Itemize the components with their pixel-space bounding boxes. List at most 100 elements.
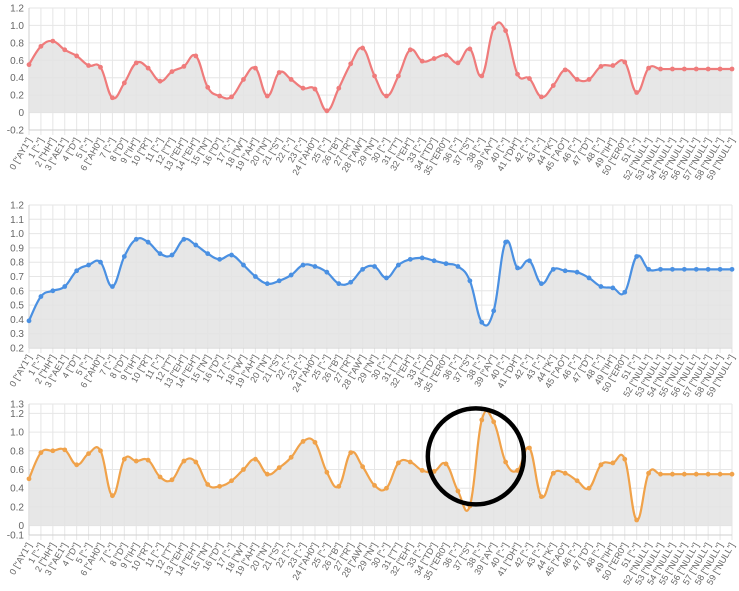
data-point	[646, 470, 651, 476]
data-point	[110, 284, 115, 289]
data-point	[157, 78, 163, 84]
data-point	[252, 65, 258, 71]
y-tick-label: 0.5	[10, 301, 24, 312]
data-point	[62, 284, 68, 289]
data-point	[252, 456, 258, 462]
data-point	[74, 268, 80, 274]
data-point	[562, 67, 568, 73]
data-point	[86, 63, 91, 68]
data-point	[241, 467, 246, 472]
data-point	[133, 236, 139, 242]
y-tick-label: 0.4	[10, 315, 24, 326]
data-point	[479, 417, 485, 423]
data-point	[491, 25, 497, 31]
data-point	[729, 66, 735, 72]
data-point	[50, 448, 56, 454]
data-point	[467, 46, 473, 52]
data-point	[324, 269, 330, 275]
data-point	[193, 459, 199, 465]
data-point	[527, 445, 532, 451]
data-point	[181, 458, 187, 464]
data-point	[729, 471, 735, 477]
data-point	[181, 63, 187, 69]
data-point	[288, 272, 294, 278]
data-point	[360, 45, 366, 51]
data-point	[491, 308, 497, 314]
chart-panel-3: -0.100.20.40.60.81.01.21.30 ["AY1"]1 ["-…	[7, 400, 737, 587]
data-point	[62, 47, 68, 53]
data-point	[503, 459, 509, 465]
data-point	[252, 274, 258, 279]
data-point	[586, 275, 592, 281]
data-point	[562, 470, 568, 476]
data-point	[538, 494, 544, 500]
data-point	[276, 278, 282, 284]
data-point	[503, 28, 509, 34]
data-point	[646, 266, 651, 272]
data-point	[217, 483, 223, 489]
data-point	[288, 454, 294, 460]
data-point	[121, 456, 127, 462]
data-point	[300, 262, 306, 268]
data-point	[372, 483, 377, 488]
data-point	[157, 474, 163, 480]
data-point	[467, 278, 473, 284]
y-tick-label: 0	[18, 108, 24, 119]
data-point	[550, 83, 556, 88]
y-tick-label: 0.2	[10, 91, 24, 102]
data-point	[598, 63, 604, 69]
data-point	[610, 285, 616, 291]
y-tick-label: 0.9	[10, 243, 24, 254]
data-point	[193, 242, 199, 248]
data-point	[527, 76, 532, 81]
data-point	[384, 93, 389, 99]
data-point	[62, 447, 68, 453]
data-point	[550, 266, 556, 272]
data-point	[515, 265, 520, 271]
y-tick-label: 1.1	[10, 215, 24, 226]
data-point	[181, 236, 187, 242]
data-point	[395, 262, 401, 268]
data-point	[38, 43, 44, 49]
data-point	[229, 94, 234, 100]
data-point	[193, 53, 199, 59]
data-point	[443, 52, 449, 58]
data-point	[169, 69, 175, 75]
data-point	[50, 38, 56, 44]
data-point	[300, 85, 306, 91]
y-tick-label: 1.0	[10, 21, 24, 32]
series-area	[29, 22, 732, 113]
data-point	[74, 53, 80, 59]
data-point	[658, 471, 663, 477]
data-point	[503, 239, 509, 245]
data-point	[407, 459, 413, 465]
data-point	[693, 66, 699, 72]
data-point	[74, 462, 80, 468]
data-point	[705, 66, 711, 72]
y-tick-label: 1.2	[10, 201, 24, 212]
data-point	[491, 419, 497, 425]
data-point	[586, 485, 592, 491]
data-point	[276, 465, 282, 471]
data-point	[98, 64, 103, 70]
data-point	[133, 60, 139, 66]
data-point	[693, 266, 699, 272]
data-point	[729, 266, 735, 272]
data-point	[538, 281, 544, 287]
data-point	[86, 451, 91, 456]
y-tick-label: 0.6	[10, 56, 24, 67]
data-point	[538, 94, 544, 100]
data-point	[38, 450, 44, 456]
y-tick-label: 1.0	[10, 229, 24, 240]
data-point	[26, 62, 32, 68]
y-tick-label: 0.8	[10, 38, 24, 49]
data-point	[395, 460, 401, 466]
y-tick-label: 1.3	[10, 400, 24, 411]
data-point	[574, 269, 580, 275]
data-point	[145, 239, 151, 245]
data-point	[348, 450, 354, 456]
series-area	[29, 410, 732, 526]
data-point	[431, 468, 437, 474]
data-point	[169, 252, 175, 258]
y-tick-label: -0.2	[7, 126, 25, 137]
